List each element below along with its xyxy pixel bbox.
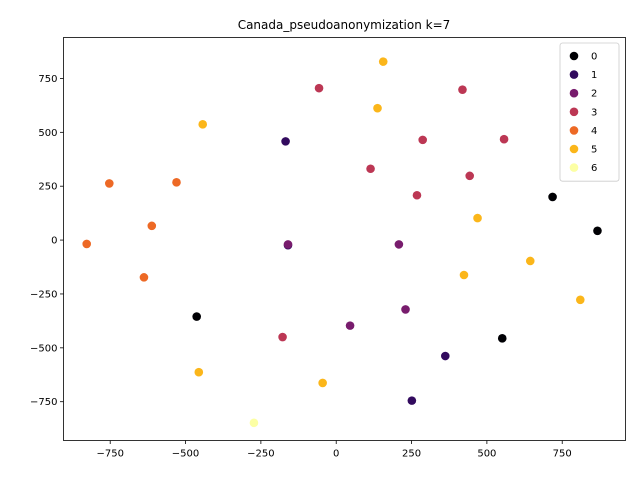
legend-label: 5	[591, 145, 597, 156]
x-tick-label: −500	[172, 449, 199, 460]
scatter-point	[345, 321, 355, 330]
scatter-point	[198, 120, 208, 129]
scatter-point	[497, 334, 507, 343]
legend-label: 0	[591, 52, 597, 63]
x-tick-label: 0	[333, 449, 339, 460]
legend: 0 1 2 3 4 5 6	[559, 42, 620, 182]
legend-marker	[569, 88, 579, 98]
points-layer	[82, 57, 602, 428]
chart-title: Canada_pseudoanonymization k=7	[238, 18, 451, 32]
legend-label: 4	[591, 126, 597, 137]
scatter-point	[401, 305, 410, 314]
scatter-point	[82, 239, 92, 249]
plot-frame	[63, 37, 626, 441]
x-tick-label: 500	[477, 449, 496, 460]
x-axis: −750 −500 −250 0 250 500 750	[96, 440, 572, 460]
scatter-point	[139, 273, 149, 282]
scatter-point	[548, 192, 557, 202]
legend-label: 6	[591, 163, 597, 174]
scatter-point	[459, 270, 469, 280]
scatter-point	[192, 312, 201, 321]
scatter-point	[281, 137, 290, 146]
legend-marker	[569, 144, 579, 154]
legend-marker	[569, 107, 579, 117]
scatter-point	[278, 332, 287, 342]
scatter-point	[593, 226, 602, 236]
scatter-point	[418, 135, 427, 145]
scatter-point	[378, 57, 388, 66]
scatter-point	[394, 240, 404, 249]
x-tick-label: 250	[402, 449, 421, 460]
y-tick-label: 500	[38, 128, 57, 139]
scatter-point	[249, 418, 259, 428]
scatter-point	[194, 367, 204, 377]
scatter-point	[465, 171, 475, 181]
scatter-point	[172, 178, 181, 187]
scatter-point	[458, 85, 467, 94]
scatter-point	[412, 190, 422, 200]
y-tick-label: 750	[38, 74, 57, 85]
scatter-point	[407, 396, 417, 405]
scatter-point	[105, 179, 114, 188]
scatter-point	[283, 240, 293, 249]
legend-marker	[569, 126, 579, 135]
y-tick-label: 0	[51, 236, 57, 247]
scatter-point	[314, 83, 324, 93]
scatter-point	[366, 164, 375, 174]
legend-label: 3	[591, 107, 597, 118]
y-tick-label: −500	[30, 343, 57, 354]
y-tick-label: 250	[38, 182, 57, 193]
x-tick-label: −750	[96, 449, 123, 460]
y-tick-label: −250	[30, 289, 57, 300]
y-tick-label: −750	[30, 397, 57, 408]
scatter-point	[525, 256, 535, 266]
legend-marker	[569, 51, 579, 61]
y-axis: −750 −500 −250 0 250 500 750	[30, 74, 64, 408]
legend-marker	[569, 70, 579, 79]
scatter-point	[373, 103, 382, 113]
x-tick-label: 750	[553, 449, 572, 460]
scatter-point	[499, 134, 509, 144]
scatter-point	[473, 213, 482, 223]
scatter-point	[147, 221, 157, 231]
legend-box	[559, 42, 620, 182]
scatter-point	[575, 295, 585, 305]
scatter-point	[440, 351, 450, 361]
legend-label: 1	[591, 70, 597, 81]
legend-label: 2	[591, 89, 597, 100]
legend-marker	[569, 163, 579, 172]
x-tick-label: −250	[247, 449, 274, 460]
scatter-point	[318, 378, 327, 388]
